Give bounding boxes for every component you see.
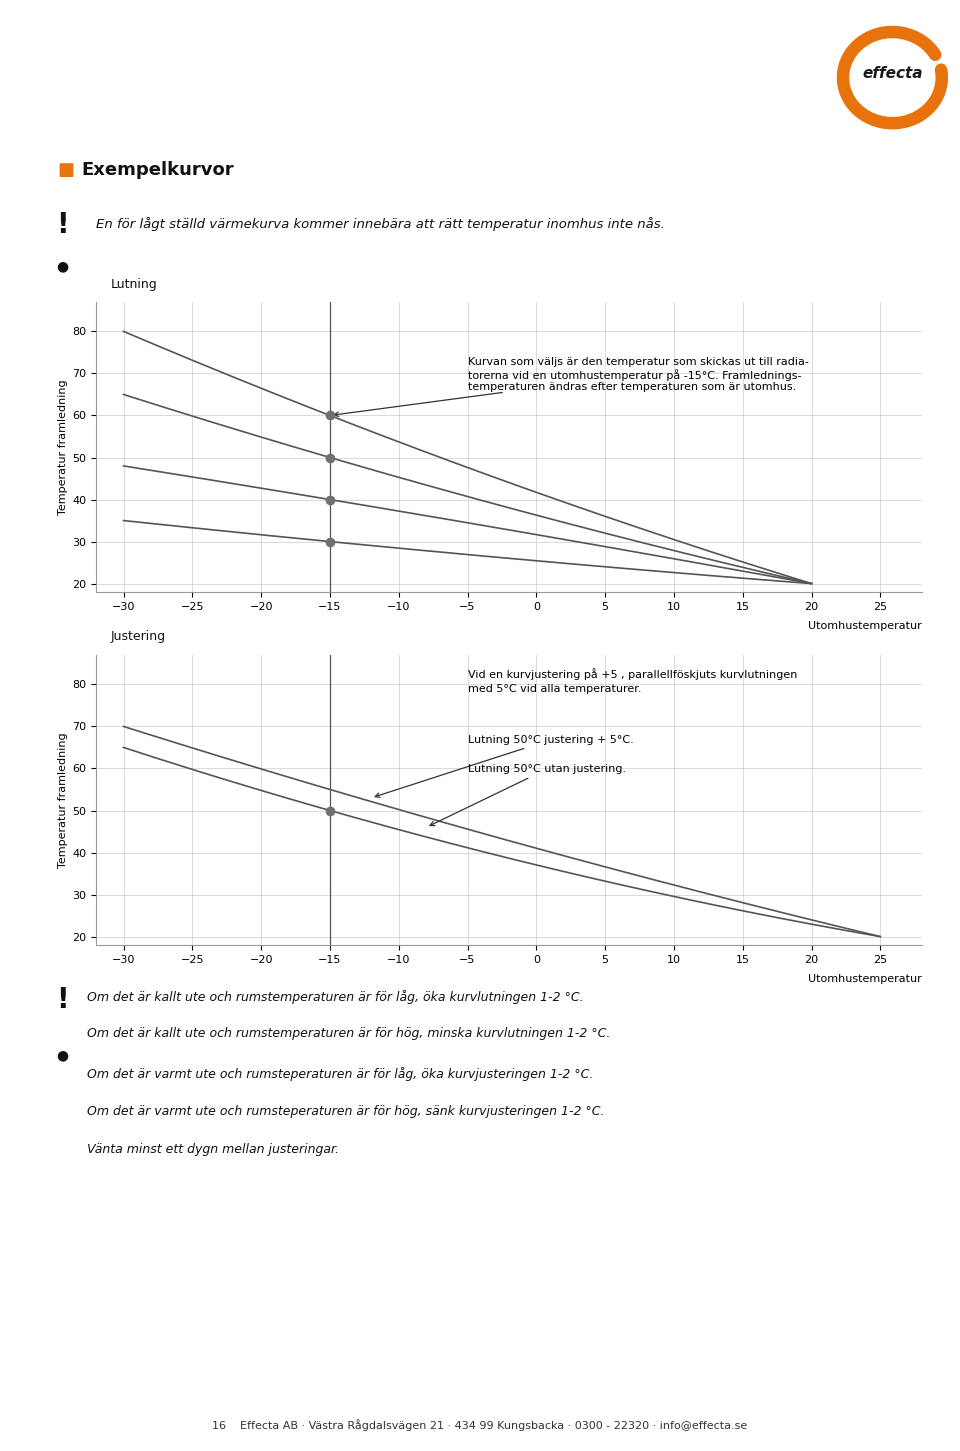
Text: Exempelkurvor: Exempelkurvor <box>82 161 234 178</box>
Text: Utomhustemperatur: Utomhustemperatur <box>808 974 922 984</box>
Text: !: ! <box>56 210 69 239</box>
Y-axis label: Temperatur framledning: Temperatur framledning <box>58 733 68 868</box>
Text: ●: ● <box>56 1049 68 1062</box>
Text: En för lågt ställd värmekurva kommer innebära att rätt temperatur inomhus inte n: En för lågt ställd värmekurva kommer inn… <box>96 218 664 231</box>
Text: Om det är varmt ute och rumsteperaturen är för hög, sänk kurvjusteringen 1-2 °C.: Om det är varmt ute och rumsteperaturen … <box>87 1106 605 1119</box>
Text: Om det är kallt ute och rumstemperaturen är för låg, öka kurvlutningen 1-2 °C.: Om det är kallt ute och rumstemperaturen… <box>87 990 584 1004</box>
Text: Justering: Justering <box>110 630 165 643</box>
Text: 16    Effecta AB · Västra Rågdalsvägen 21 · 434 99 Kungsbacka · 0300 - 22320 · i: 16 Effecta AB · Västra Rågdalsvägen 21 ·… <box>212 1419 748 1431</box>
Text: Vid en kurvjustering på +5 , parallellföskjuts kurvlutningen: Vid en kurvjustering på +5 , parallellfö… <box>468 667 797 679</box>
Text: !: ! <box>56 985 69 1013</box>
Text: Utomhustemperatur: Utomhustemperatur <box>808 621 922 631</box>
Text: ●: ● <box>56 258 68 273</box>
Text: Lutning 50°C utan justering.: Lutning 50°C utan justering. <box>430 765 626 826</box>
Text: Om det är varmt ute och rumsteperaturen är för låg, öka kurvjusteringen 1-2 °C.: Om det är varmt ute och rumsteperaturen … <box>87 1068 593 1081</box>
Text: med 5°C vid alla temperaturer.: med 5°C vid alla temperaturer. <box>468 685 641 695</box>
Y-axis label: Temperatur framledning: Temperatur framledning <box>58 379 68 515</box>
Text: effecta: effecta <box>862 67 923 81</box>
Text: Kurvan som väljs är den temperatur som skickas ut till radia-
torerna vid en uto: Kurvan som väljs är den temperatur som s… <box>334 357 808 416</box>
Text: ■: ■ <box>58 161 75 178</box>
Text: Vänta minst ett dygn mellan justeringar.: Vänta minst ett dygn mellan justeringar. <box>87 1143 339 1156</box>
Text: Lutning: Lutning <box>110 279 157 292</box>
Text: Lutning 50°C justering + 5°C.: Lutning 50°C justering + 5°C. <box>375 734 634 798</box>
Text: Om det är kallt ute och rumstemperaturen är för hög, minska kurvlutningen 1-2 °C: Om det är kallt ute och rumstemperaturen… <box>87 1027 611 1040</box>
